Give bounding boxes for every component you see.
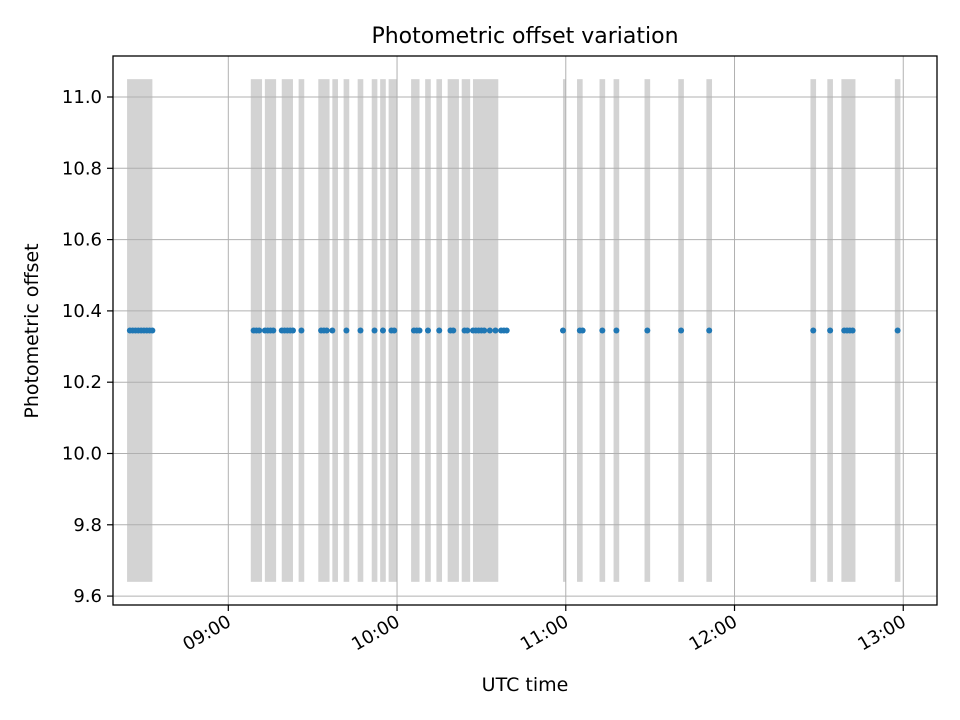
data-point [329, 327, 336, 334]
data-point [579, 327, 586, 334]
data-point [894, 327, 901, 334]
y-tick-label: 10.8 [62, 158, 102, 179]
y-tick-label: 10.6 [62, 230, 102, 251]
data-point [416, 327, 423, 334]
data-point [644, 327, 651, 334]
data-point [827, 327, 834, 334]
chart-title: Photometric offset variation [371, 24, 678, 49]
data-point [149, 327, 156, 334]
y-tick-label: 10.4 [62, 301, 102, 322]
y-axis-label: Photometric offset [21, 243, 43, 418]
data-point [450, 327, 457, 334]
data-point [256, 327, 263, 334]
data-point [678, 327, 685, 334]
data-point [270, 327, 277, 334]
data-point [486, 327, 493, 334]
data-point [436, 327, 443, 334]
data-point [343, 327, 350, 334]
data-point [706, 327, 713, 334]
y-axis-ticks: 9.6 9.8 10.0 10.2 10.4 10.6 10.8 11.0 [62, 87, 113, 607]
x-axis-label: UTC time [482, 674, 569, 696]
data-point [357, 327, 364, 334]
data-point [481, 327, 488, 334]
y-tick-label: 11.0 [62, 87, 102, 108]
plot-frame [112, 55, 938, 606]
data-point [849, 327, 856, 334]
data-point [298, 327, 305, 334]
y-tick-label: 9.6 [73, 586, 102, 607]
data-point [613, 327, 620, 334]
y-tick-label: 10.2 [62, 372, 102, 393]
data-point [559, 327, 566, 334]
y-tick-label: 9.8 [73, 515, 102, 536]
data-point [289, 327, 296, 334]
data-point [379, 327, 386, 334]
data-point [503, 327, 510, 334]
data-point [391, 327, 398, 334]
data-point [599, 327, 606, 334]
data-point [492, 327, 499, 334]
data-point [464, 327, 471, 334]
data-point [424, 327, 431, 334]
y-tick-label: 10.0 [62, 443, 102, 464]
data-point [810, 327, 817, 334]
data-points [126, 327, 901, 334]
data-point [371, 327, 378, 334]
data-point [323, 327, 330, 334]
